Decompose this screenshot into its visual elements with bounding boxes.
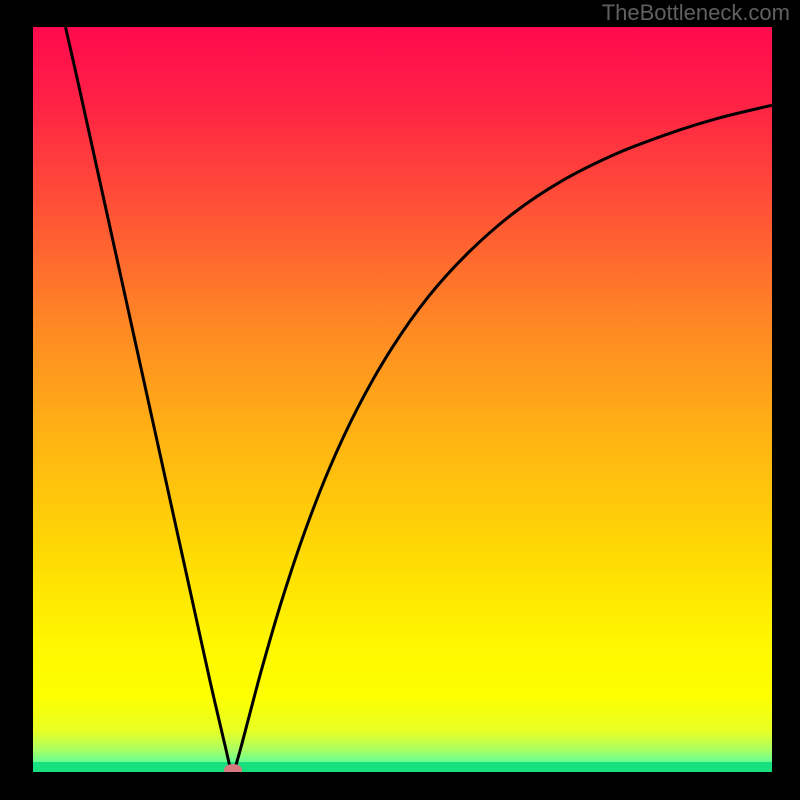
- chart-container: TheBottleneck.com: [0, 0, 800, 800]
- plot-area: [33, 27, 772, 772]
- bottleneck-curve: [33, 27, 772, 772]
- optimum-marker: [224, 764, 242, 772]
- watermark-text: TheBottleneck.com: [602, 0, 790, 26]
- curve-path: [66, 27, 772, 772]
